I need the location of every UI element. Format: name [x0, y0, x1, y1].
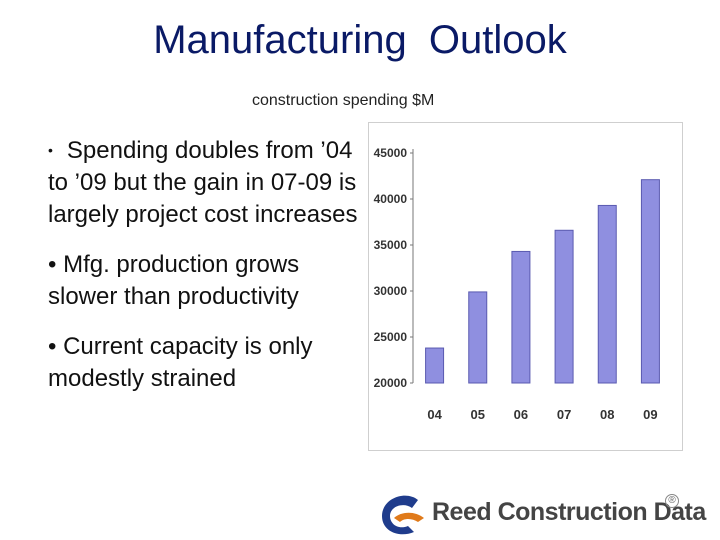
bullet-item-1: • Spending doubles from ’04 to ’09 but th… [48, 134, 368, 231]
bullet-dot: • [48, 142, 53, 158]
company-logo: Reed Construction Data ® [378, 490, 706, 540]
x-tick-label: 04 [427, 407, 442, 422]
chart-title: construction spending $M [252, 92, 435, 109]
x-tick-label: 05 [471, 407, 485, 422]
bar-04 [425, 347, 445, 384]
y-tick-label: 35000 [374, 238, 408, 252]
logo-swirl-icon [382, 495, 424, 535]
slide-title: Manufacturing Outlook [153, 18, 567, 62]
y-tick-label: 20000 [374, 376, 408, 390]
y-tick-label: 25000 [374, 330, 408, 344]
logo-text: Reed Construction Data [432, 498, 706, 526]
registered-mark: ® [665, 494, 679, 508]
y-tick-label: 40000 [374, 192, 408, 206]
bullet-text-1: Spending doubles from ’04 to ’09 but the… [48, 137, 358, 228]
y-tick-label: 30000 [374, 284, 408, 298]
x-tick-label: 06 [514, 407, 528, 422]
bar-05 [468, 291, 488, 384]
bar-09 [640, 179, 660, 384]
bar-06 [511, 250, 531, 384]
x-tick-label: 08 [600, 407, 614, 422]
bar-08 [597, 204, 617, 384]
bar-07 [554, 229, 574, 384]
chart-frame: 20000 25000 30000 35000 40000 45000 04 05 06 07 08… [368, 122, 683, 451]
bar-chart: 20000 25000 30000 35000 40000 45000 04 05 06 07 08… [374, 146, 660, 422]
x-tick-label: 09 [643, 407, 657, 422]
bullet-item-3: • Current capacity is only modestly stra… [48, 333, 313, 392]
x-tick-label: 07 [557, 407, 571, 422]
bullet-item-2: • Mfg. production grows slower than prod… [48, 251, 300, 310]
y-tick-label: 45000 [374, 146, 408, 160]
bullet-list: • Spending doubles from ’04 to ’09 but th… [48, 134, 368, 413]
